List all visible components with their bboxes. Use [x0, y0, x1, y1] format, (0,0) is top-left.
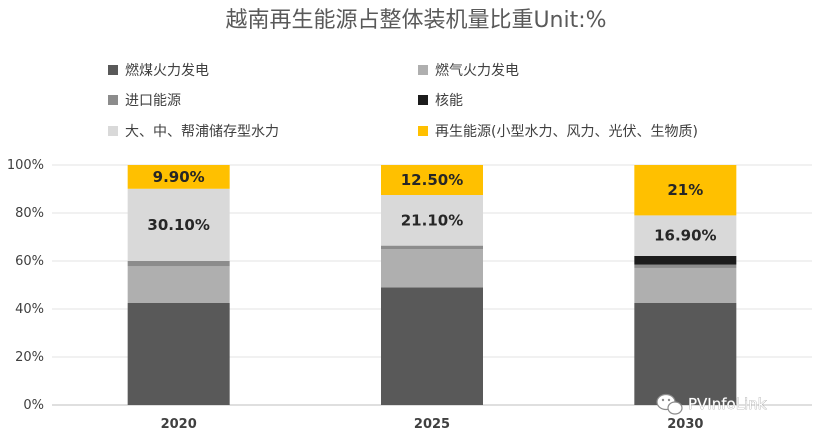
legend-label-4: 大、中、帮浦储存型水力 — [125, 124, 279, 140]
y-tick-label-1: 20% — [15, 350, 44, 365]
bar-2020-series-1 — [127, 266, 230, 303]
data-label-2030-series-5: 21% — [667, 181, 703, 199]
watermark: PVInfoLink — [656, 393, 767, 415]
bar-2020-series-0 — [127, 303, 230, 405]
chart-title: 越南再生能源占整体装机量比重Unit:% — [225, 8, 606, 33]
data-label-2025-series-5: 12.50% — [401, 171, 463, 189]
bar-2030-series-3 — [634, 255, 737, 265]
legend-label-2: 进口能源 — [125, 93, 181, 109]
legend-label-3: 核能 — [435, 93, 463, 109]
bar-2025-series-5 — [381, 165, 483, 195]
bar-2030-series-0 — [634, 303, 737, 405]
data-label-2030-series-4: 16.90% — [654, 227, 716, 245]
y-tick-label-5: 100% — [7, 158, 44, 173]
legend-swatch-0 — [108, 65, 118, 75]
y-tick-label-2: 40% — [15, 302, 44, 317]
legend-label-1: 燃气火力发电 — [435, 62, 519, 79]
watermark-text: PVInfoLink — [688, 395, 767, 413]
bar-2030-series-1 — [634, 267, 737, 303]
x-tick-label-1: 2025 — [414, 417, 450, 432]
data-label-2020-series-4: 30.10% — [147, 216, 209, 234]
bar-2025-series-2 — [381, 245, 483, 249]
y-axis: 0% 20% 40% 60% 80% 100% — [7, 158, 44, 413]
y-tick-label-0: 0% — [23, 398, 44, 413]
bar-2030-series-4 — [634, 215, 737, 256]
bar-2020-series-5 — [127, 165, 230, 189]
legend-swatch-1 — [418, 65, 428, 75]
bar-2020-series-2 — [127, 261, 230, 267]
x-tick-label-2: 2030 — [667, 417, 703, 432]
legend-swatch-5 — [418, 126, 428, 136]
legend-swatch-4 — [108, 126, 118, 136]
legend-label-5: 再生能源(小型水力、风力、光伏、生物质) — [435, 124, 698, 140]
bar-2020-series-4 — [127, 188, 230, 261]
bar-2025-series-4 — [381, 195, 483, 246]
bar-2030-series-5 — [634, 165, 737, 216]
bars: 30.10% 9.90% 21.10% 12.50% 16.90% 21% — [127, 165, 737, 405]
y-tick-label-3: 60% — [15, 254, 44, 269]
data-label-2025-series-4: 21.10% — [401, 211, 463, 229]
legend-swatch-3 — [418, 95, 428, 105]
y-tick-label-4: 80% — [15, 206, 44, 221]
bar-2030-series-2 — [634, 264, 737, 268]
data-label-2020-series-5: 9.90% — [153, 168, 205, 186]
legend-swatch-2 — [108, 95, 118, 105]
legend-label-0: 燃煤火力发电 — [125, 62, 209, 79]
bar-2025-series-0 — [381, 287, 483, 405]
bar-2025-series-1 — [381, 249, 483, 288]
x-axis: 2020 2025 2030 — [161, 417, 704, 432]
wechat-icon — [656, 393, 683, 415]
x-tick-label-0: 2020 — [161, 417, 197, 432]
